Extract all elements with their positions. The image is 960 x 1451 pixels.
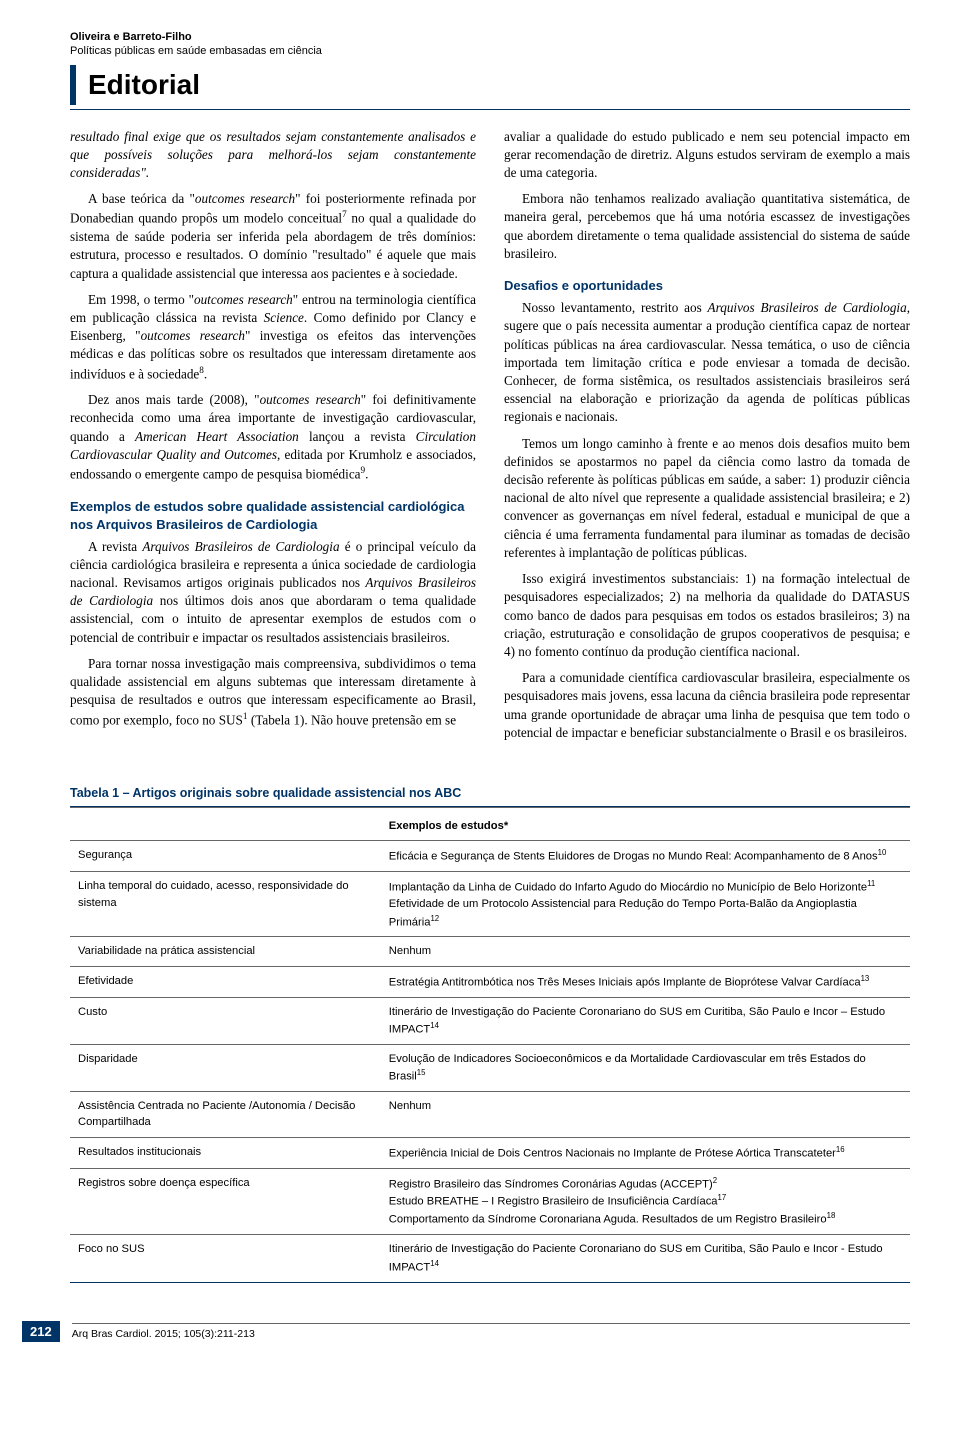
running-header: Oliveira e Barreto-Filho Políticas públi… — [70, 30, 910, 59]
table-cell-category: Efetividade — [70, 966, 381, 997]
table-cell-example: Itinerário de Investigação do Paciente C… — [381, 997, 910, 1044]
table-cell-category: Foco no SUS — [70, 1235, 381, 1282]
table-row: Registros sobre doença específicaRegistr… — [70, 1168, 910, 1235]
para-l5: A revista Arquivos Brasileiros de Cardio… — [70, 538, 476, 647]
table-row: Variabilidade na prática assistencialNen… — [70, 937, 910, 966]
table-cell-category: Registros sobre doença específica — [70, 1168, 381, 1235]
table-cell-example: Registro Brasileiro das Síndromes Coroná… — [381, 1168, 910, 1235]
para-r1: avaliar a qualidade do estudo publicado … — [504, 128, 910, 183]
table-cell-category: Linha temporal do cuidado, acesso, respo… — [70, 872, 381, 937]
para-l1: resultado final exige que os resultados … — [70, 128, 476, 183]
table-cell-example: Implantação da Linha de Cuidado do Infar… — [381, 872, 910, 937]
table-cell-category: Variabilidade na prática assistencial — [70, 937, 381, 966]
table-1: Tabela 1 – Artigos originais sobre quali… — [70, 786, 910, 1283]
table-cell-category: Segurança — [70, 841, 381, 872]
editorial-box: Editorial — [70, 65, 910, 105]
table-row: Assistência Centrada no Paciente /Autono… — [70, 1092, 910, 1137]
table-title: Tabela 1 – Artigos originais sobre quali… — [70, 786, 910, 800]
right-column: avaliar a qualidade do estudo publicado … — [504, 128, 910, 751]
table-cell-category: Assistência Centrada no Paciente /Autono… — [70, 1092, 381, 1137]
table-row: Resultados institucionaisExperiência Ini… — [70, 1137, 910, 1168]
table-row: SegurançaEficácia e Segurança de Stents … — [70, 841, 910, 872]
header-subtitle: Políticas públicas em saúde embasadas em… — [70, 44, 910, 58]
table-row: Linha temporal do cuidado, acesso, respo… — [70, 872, 910, 937]
table-cell-example: Experiência Inicial de Dois Centros Naci… — [381, 1137, 910, 1168]
page-number: 212 — [22, 1321, 60, 1342]
para-l3: Em 1998, o termo "outcomes research" ent… — [70, 291, 476, 383]
para-r4: Temos um longo caminho à frente e ao men… — [504, 435, 910, 563]
table-cell-category: Disparidade — [70, 1044, 381, 1091]
left-column: resultado final exige que os resultados … — [70, 128, 476, 751]
para-l2: A base teórica da "outcomes research" fo… — [70, 190, 476, 282]
top-rule — [70, 109, 910, 110]
editorial-label: Editorial — [88, 69, 200, 100]
table-cell-example: Eficácia e Segurança de Stents Eluidores… — [381, 841, 910, 872]
table-cell-example: Evolução de Indicadores Socioeconômicos … — [381, 1044, 910, 1091]
right-section-heading: Desafios e oportunidades — [504, 277, 910, 295]
para-l4: Dez anos mais tarde (2008), "outcomes re… — [70, 391, 476, 483]
table-row: Foco no SUSItinerário de Investigação do… — [70, 1235, 910, 1282]
footer-citation: Arq Bras Cardiol. 2015; 105(3):211-213 — [72, 1323, 910, 1340]
table-header-examples: Exemplos de estudos* — [381, 808, 910, 841]
table-header-row: Exemplos de estudos* — [70, 808, 910, 841]
table-header-empty — [70, 808, 381, 841]
table-row: CustoItinerário de Investigação do Pacie… — [70, 997, 910, 1044]
para-r2: Embora não tenhamos realizado avaliação … — [504, 190, 910, 263]
para-r6: Para a comunidade científica cardiovascu… — [504, 669, 910, 742]
table-cell-example: Estratégia Antitrombótica nos Três Meses… — [381, 966, 910, 997]
header-authors: Oliveira e Barreto-Filho — [70, 30, 910, 44]
table-cell-category: Custo — [70, 997, 381, 1044]
table-cell-example: Nenhum — [381, 1092, 910, 1137]
table-cell-example: Itinerário de Investigação do Paciente C… — [381, 1235, 910, 1282]
para-l6: Para tornar nossa investigação mais comp… — [70, 655, 476, 729]
table-row: EfetividadeEstratégia Antitrombótica nos… — [70, 966, 910, 997]
para-r3: Nosso levantamento, restrito aos Arquivo… — [504, 299, 910, 427]
table-row: DisparidadeEvolução de Indicadores Socio… — [70, 1044, 910, 1091]
table-cell-example: Nenhum — [381, 937, 910, 966]
table-cell-category: Resultados institucionais — [70, 1137, 381, 1168]
left-section-heading: Exemplos de estudos sobre qualidade assi… — [70, 498, 476, 534]
para-r5: Isso exigirá investimentos substanciais:… — [504, 570, 910, 661]
page-footer: 212 Arq Bras Cardiol. 2015; 105(3):211-2… — [70, 1321, 910, 1342]
